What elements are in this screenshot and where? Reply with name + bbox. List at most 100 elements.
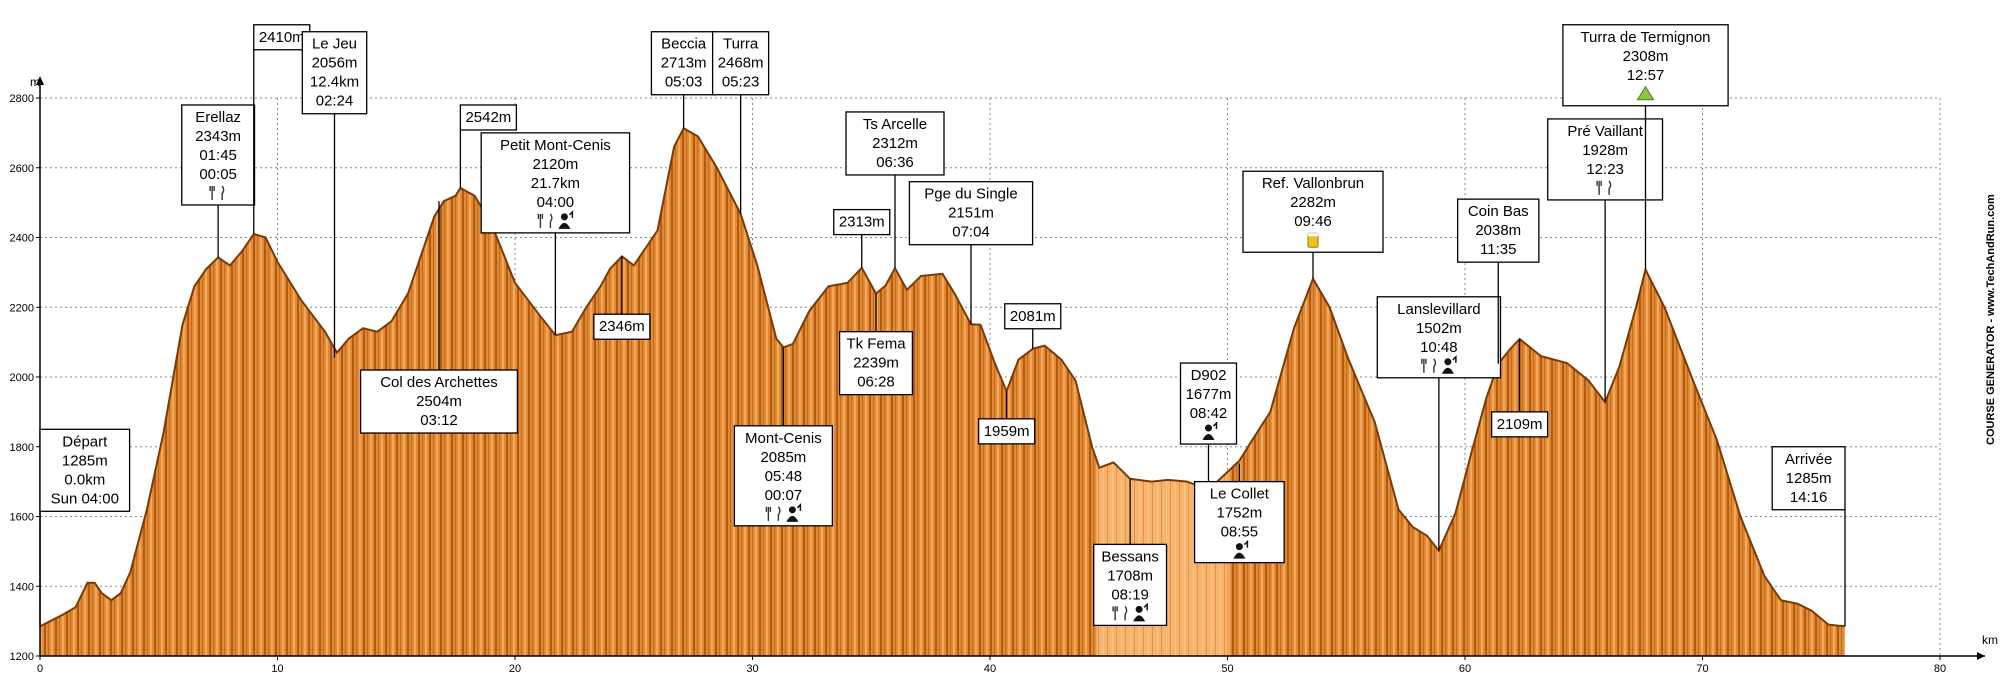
waypoint-text: Arrivée: [1785, 451, 1833, 468]
y-tick-label: 2200: [10, 302, 34, 314]
y-tick-label: 2400: [10, 233, 34, 245]
waypoint-label: Petit Mont-Cenis 2120m 21.7km 04:00: [480, 132, 631, 336]
profile-fill: [40, 128, 1845, 657]
summit-icon: [1636, 85, 1655, 101]
waypoint-text: 01:45: [199, 147, 237, 164]
waypoint-text: D902: [1191, 367, 1227, 384]
waypoint-text: Lanslevillard: [1397, 301, 1480, 318]
waypoint-box: [1547, 118, 1664, 201]
waypoint-text: 11:35: [1480, 241, 1516, 258]
waypoint-text: 2120m: [532, 156, 578, 173]
waypoint-text: 06:28: [857, 374, 895, 391]
y-axis-unit: m: [30, 75, 40, 89]
waypoint-text: 14:16: [1790, 489, 1828, 506]
beer-icon-foam: [1308, 233, 1318, 237]
waypoint-text: Départ: [62, 433, 108, 450]
water-icon: [1135, 605, 1143, 613]
food-icon: [209, 185, 225, 200]
waypoint-box: [1004, 303, 1062, 330]
waypoint-box: [181, 104, 256, 206]
water-icon-cup: [1143, 602, 1148, 611]
waypoint-box: [1771, 446, 1846, 511]
waypoint-label: Le Collet 1752m 08:55: [1193, 463, 1285, 564]
waypoint-text: 2308m: [1623, 48, 1669, 65]
waypoint-box: [39, 428, 131, 512]
waypoint-label: Ts Arcelle 2312m 06:36: [845, 111, 945, 269]
water-icon-body: [786, 515, 799, 522]
x-tick-label: 40: [984, 663, 996, 675]
waypoint-label: Mont-Cenis 2085m 05:48 00:07: [733, 347, 834, 527]
food-icon: [1596, 180, 1612, 195]
waypoint-text: 04:00: [537, 194, 575, 211]
waypoint-text: Petit Mont-Cenis: [500, 137, 611, 154]
water-icon-body: [1233, 552, 1246, 559]
waypoint-text: 1928m: [1582, 142, 1628, 159]
waypoint-text: 05:03: [665, 74, 703, 91]
water-icon-body: [1133, 615, 1146, 622]
waypoint-text: Le Jeu: [312, 36, 357, 53]
waypoint-text: 2504m: [416, 393, 462, 410]
waypoint-text: 10:48: [1420, 339, 1458, 356]
waypoint-label: 2081m: [1004, 303, 1062, 349]
food-icon: [1112, 605, 1128, 621]
waypoint-text: Ts Arcelle: [863, 116, 927, 133]
waypoint-text: 08:42: [1190, 405, 1228, 422]
waypoint-box: [711, 31, 770, 96]
y-tick-label: 1400: [10, 581, 34, 593]
waypoint-label: Départ 1285m 0.0km Sun 04:00: [39, 428, 131, 627]
water-icon-body: [558, 222, 571, 229]
waypoint-box: [1457, 198, 1540, 263]
waypoint-text: Pré Vaillant: [1567, 123, 1643, 140]
waypoint-text: Bessans: [1101, 548, 1159, 565]
x-tick-label: 80: [1934, 663, 1946, 675]
waypoint-text: 1502m: [1416, 320, 1462, 337]
waypoint-text: 08:55: [1221, 524, 1259, 541]
y-tick-label: 2600: [10, 163, 34, 175]
waypoint-text: 2038m: [1475, 222, 1521, 239]
y-tick-label: 2000: [10, 372, 34, 384]
waypoint-label: Bessans 1708m 08:19: [1093, 478, 1168, 627]
waypoint-text: 21.7km: [531, 175, 580, 192]
waypoint-text: 2410m: [259, 29, 305, 46]
waypoint-text: Sun 04:00: [51, 490, 119, 507]
waypoint-box: [908, 181, 1034, 246]
waypoint-box: [301, 31, 368, 115]
waypoint-label: 1959m: [977, 391, 1036, 445]
waypoint-label: Ref. Vallonbrun 2282m 09:46: [1242, 170, 1384, 279]
waypoint-box: [1376, 296, 1502, 379]
waypoint-text: 2151m: [948, 205, 994, 222]
waypoint-box: [593, 313, 651, 340]
waypoint-box: [845, 111, 945, 176]
waypoint-label: 2313m: [833, 208, 891, 268]
waypoint-box: [733, 425, 834, 527]
waypoint-box: [838, 331, 914, 396]
water-icon-body: [1202, 434, 1215, 441]
waypoint-box: [359, 369, 519, 434]
waypoint-text: 12:23: [1586, 161, 1624, 178]
waypoint-label: Coin Bas 2038m 11:35: [1457, 198, 1540, 364]
axes: 0 10 20 30 40 50 60 70 80 1200 1400 1600 1800 2000 220…: [10, 76, 1985, 675]
x-tick-label: 70: [1696, 663, 1708, 675]
waypoint-label: D902 1677m 08:42: [1179, 362, 1238, 490]
waypoint-text: 00:07: [765, 487, 803, 504]
x-axis-arrow: [1977, 652, 1985, 660]
waypoint-text: 02:24: [316, 93, 354, 110]
y-tick-label: 1600: [10, 512, 34, 524]
waypoint-label: Erellaz 2343m 01:45 00:05: [181, 104, 256, 258]
waypoint-box: [833, 208, 891, 236]
waypoint-text: 1285m: [1786, 470, 1832, 487]
waypoint-label: Col des Archettes 2504m 03:12: [359, 201, 519, 434]
waypoint-text: Coin Bas: [1468, 203, 1529, 220]
waypoint-text: Col des Archettes: [380, 374, 498, 391]
waypoint-text: 05:48: [765, 468, 803, 485]
waypoint-text: Beccia: [661, 36, 707, 53]
waypoint-label: Pge du Single 2151m 07:04: [908, 181, 1034, 325]
waypoint-text: Turra de Termignon: [1580, 29, 1710, 46]
waypoint-text: 2081m: [1010, 308, 1056, 325]
waypoint-text: 12:57: [1627, 67, 1665, 84]
waypoint-box: [459, 104, 518, 131]
food-icon: [765, 506, 781, 521]
waypoint-text: Erellaz: [195, 109, 241, 126]
waypoint-text: Turra: [723, 36, 759, 53]
